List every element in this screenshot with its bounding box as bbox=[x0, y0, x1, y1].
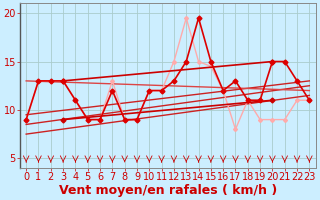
X-axis label: Vent moyen/en rafales ( km/h ): Vent moyen/en rafales ( km/h ) bbox=[59, 184, 277, 197]
